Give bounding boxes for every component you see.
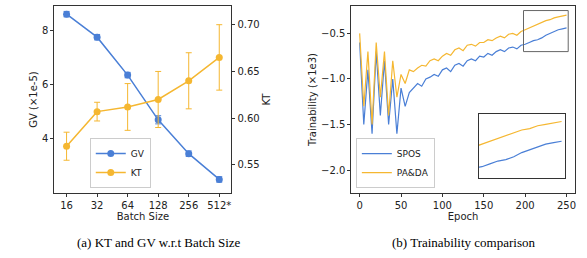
svg-text:−0.5: −0.5 (321, 28, 345, 39)
svg-text:Epoch: Epoch (448, 211, 479, 222)
svg-text:Trainability (×1e3): Trainability (×1e3) (307, 53, 318, 147)
svg-text:4: 4 (42, 133, 48, 144)
svg-text:0: 0 (356, 200, 362, 211)
svg-text:KT: KT (261, 93, 272, 106)
svg-text:SPOS: SPOS (397, 149, 421, 159)
svg-text:512*: 512* (207, 200, 231, 211)
svg-text:32: 32 (91, 200, 104, 211)
svg-text:0.55: 0.55 (237, 159, 259, 170)
svg-text:−1.5: −1.5 (321, 119, 345, 130)
svg-text:GV: GV (131, 149, 145, 159)
svg-text:Batch Size: Batch Size (117, 211, 169, 222)
svg-text:PA&DA: PA&DA (397, 168, 429, 178)
svg-text:(b) Trainability comparison: (b) Trainability comparison (392, 235, 535, 250)
svg-text:0.70: 0.70 (237, 19, 259, 30)
svg-text:150: 150 (474, 200, 493, 211)
svg-text:100: 100 (433, 200, 452, 211)
svg-text:(a) KT and GV w.r.t Batch Size: (a) KT and GV w.r.t Batch Size (77, 235, 241, 250)
svg-text:128: 128 (149, 200, 168, 211)
svg-text:16: 16 (60, 200, 73, 211)
svg-text:200: 200 (516, 200, 535, 211)
svg-text:−2.0: −2.0 (321, 165, 345, 176)
svg-text:64: 64 (121, 200, 134, 211)
svg-text:6: 6 (42, 79, 48, 90)
svg-text:0.60: 0.60 (237, 113, 259, 124)
svg-text:250: 250 (557, 200, 576, 211)
svg-text:8: 8 (42, 25, 48, 36)
svg-text:−1.0: −1.0 (321, 73, 345, 84)
svg-text:GV (×1e-5): GV (×1e-5) (28, 71, 39, 128)
svg-text:50: 50 (395, 200, 408, 211)
svg-text:0.65: 0.65 (237, 66, 259, 77)
svg-text:256: 256 (179, 200, 198, 211)
svg-text:KT: KT (131, 168, 142, 178)
